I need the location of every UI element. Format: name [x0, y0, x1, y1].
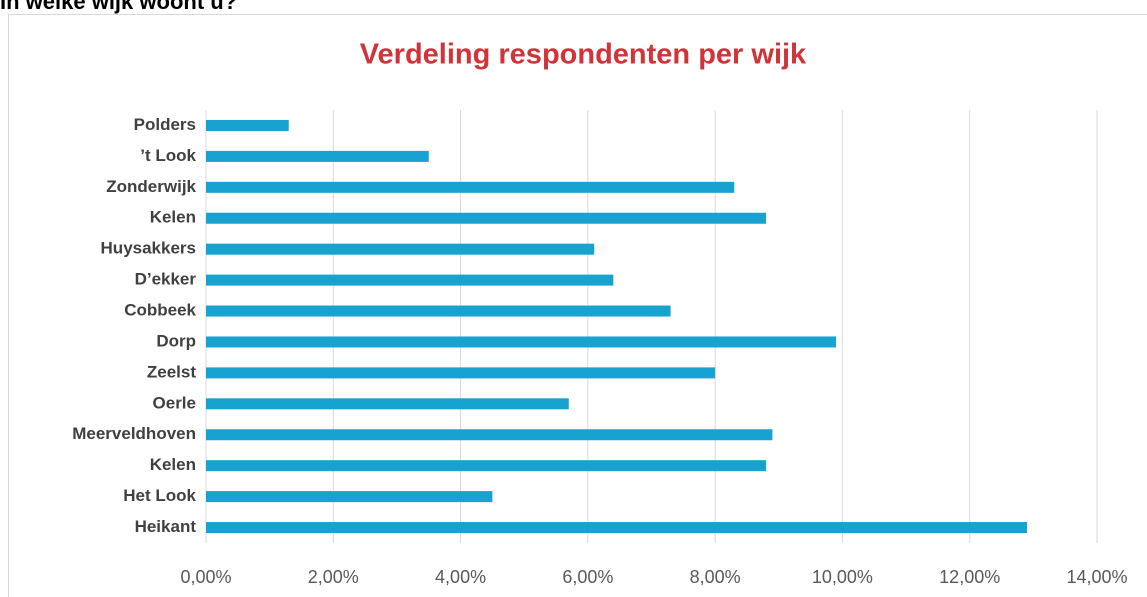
x-tick-label: 10,00%	[812, 567, 873, 587]
y-tick-label: Meerveldhoven	[72, 424, 196, 443]
bar	[206, 491, 493, 503]
bar	[206, 429, 773, 441]
y-tick-label: Oerle	[153, 393, 196, 412]
x-tick-label: 0,00%	[180, 567, 231, 587]
bar	[206, 336, 837, 348]
y-tick-label: Zeelst	[147, 362, 196, 381]
bar	[206, 522, 1027, 534]
bar	[206, 119, 289, 131]
bar	[206, 181, 735, 193]
bar	[206, 398, 569, 410]
x-tick-label: 4,00%	[435, 567, 486, 587]
y-tick-label: D’ekker	[135, 270, 197, 289]
y-tick-label: Kelen	[150, 455, 196, 474]
x-tick-label: 2,00%	[308, 567, 359, 587]
bar	[206, 367, 716, 379]
bar	[206, 305, 671, 317]
y-tick-label: Polders	[134, 115, 196, 134]
x-tick-label: 8,00%	[690, 567, 741, 587]
bar	[206, 212, 767, 224]
bar	[206, 150, 429, 162]
bar	[206, 274, 614, 286]
bar	[206, 243, 595, 255]
y-tick-label: Cobbeek	[124, 301, 196, 320]
y-tick-label: Heikant	[135, 517, 197, 536]
y-tick-label: Dorp	[156, 331, 196, 350]
y-tick-label: Kelen	[150, 208, 196, 227]
bar	[206, 460, 767, 472]
y-tick-label: Huysakkers	[101, 239, 196, 258]
chart-title: Verdeling respondenten per wijk	[360, 39, 807, 71]
x-tick-label: 14,00%	[1066, 567, 1127, 587]
x-tick-label: 12,00%	[939, 567, 1000, 587]
question: In welke wijk woont u?	[0, 0, 237, 14]
y-tick-label: Zonderwijk	[106, 177, 196, 196]
y-tick-label: Het Look	[123, 486, 196, 505]
x-tick-label: 6,00%	[562, 567, 613, 587]
y-tick-label: ’t Look	[140, 146, 196, 165]
